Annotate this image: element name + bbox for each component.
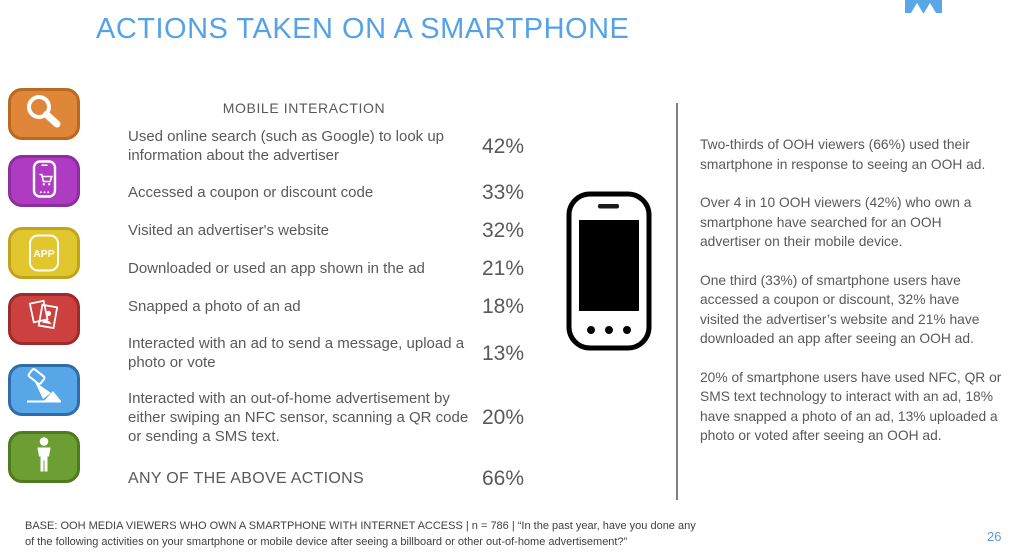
table-row: Visited an advertiser's website 32% (128, 220, 524, 241)
search-icon (22, 92, 66, 137)
icon-tile (8, 88, 80, 140)
icon-tile (8, 431, 80, 483)
icon-tile (8, 155, 80, 207)
table-row: Used online search (such as Google) to l… (128, 127, 524, 165)
smartphone-illustration-icon (566, 191, 652, 356)
brand-logo-icon (905, 0, 942, 13)
row-value: 32% (481, 219, 524, 242)
table-header: MOBILE INTERACTION (222, 100, 386, 116)
row-label: Used online search (such as Google) to l… (128, 128, 445, 164)
summary-paragraph: 20% of smartphone users have used NFC, Q… (700, 369, 1002, 444)
row-label: Interacted with an ad to send a message,… (128, 335, 465, 371)
summary-paragraph: Two-thirds of OOH viewers (66%) used the… (700, 137, 986, 172)
summary-paragraph: Over 4 in 10 OOH viewers (42%) who own a… (700, 195, 972, 249)
base-note: BASE: OOH MEDIA VIEWERS WHO OWN A SMARTP… (25, 520, 696, 548)
page-number: 26 (987, 529, 1002, 544)
app-icon-label: APP (33, 248, 55, 260)
table-row: Interacted with an ad to send a message,… (128, 334, 524, 372)
nfc-swipe-icon (22, 367, 66, 413)
page-title: ACTIONS TAKEN ON A SMARTPHONE (96, 13, 630, 45)
table-row-total: ANY OF THE ABOVE ACTIONS 66% (128, 468, 524, 489)
row-value: 66% (481, 467, 524, 490)
row-label: Visited an advertiser's website (128, 222, 330, 239)
row-value: 20% (481, 406, 524, 429)
table-row: Snapped a photo of an ad 18% (128, 296, 524, 317)
person-icon (22, 435, 66, 480)
summary-paragraph: One third (33%) of smartphone users have… (700, 272, 980, 347)
icon-tile (8, 364, 80, 416)
row-label: Accessed a coupon or discount code (128, 184, 374, 201)
vertical-divider (676, 103, 678, 500)
row-value: 33% (481, 181, 524, 204)
row-value: 13% (481, 341, 524, 365)
photos-icon (22, 297, 66, 342)
row-label: ANY OF THE ABOVE ACTIONS (128, 470, 365, 487)
table-row: Downloaded or used an app shown in the a… (128, 258, 524, 279)
mobile-coupon-icon (22, 159, 66, 204)
row-value: 21% (481, 257, 524, 280)
icon-tile (8, 293, 80, 345)
mobile-interaction-table: MOBILE INTERACTION Used online search (s… (128, 99, 524, 506)
table-row: Interacted with an out-of-home advertise… (128, 389, 524, 446)
row-label: Snapped a photo of an ad (128, 298, 301, 315)
summary-panel: Two-thirds of OOH viewers (66%) used the… (700, 135, 1002, 465)
row-value: 18% (481, 295, 524, 318)
app-icon: APP (8, 227, 80, 279)
row-label: Downloaded or used an app shown in the a… (128, 260, 425, 277)
row-label: Interacted with an out-of-home advertise… (128, 390, 469, 445)
table-row: Accessed a coupon or discount code 33% (128, 182, 524, 203)
row-value: 42% (481, 134, 524, 158)
